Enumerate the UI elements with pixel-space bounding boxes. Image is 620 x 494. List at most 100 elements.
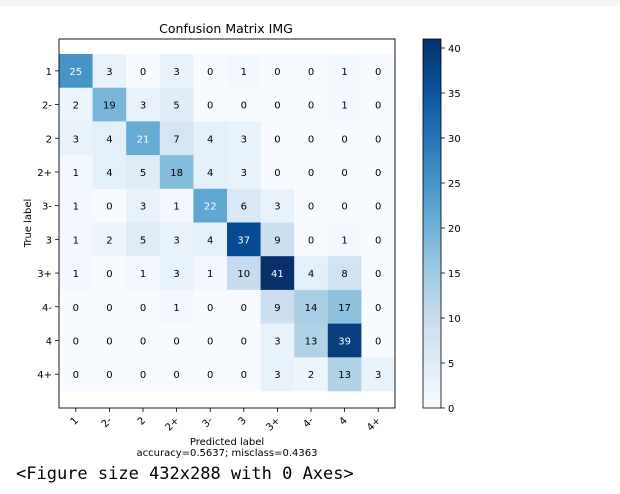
heatmap-cell: [294, 323, 329, 358]
heatmap-cell: [227, 188, 261, 223]
cell-value-label: 0: [241, 370, 247, 381]
cell-value-label: 3: [140, 101, 146, 112]
heatmap-cell: [159, 87, 194, 122]
y-tick-label: 2+: [37, 168, 52, 179]
heatmap-cell: [294, 188, 329, 223]
cell-value-label: 1: [207, 269, 213, 280]
cell-value-label: 3: [274, 336, 280, 347]
cell-value-label: 0: [173, 336, 179, 347]
heatmap-cell: [193, 357, 228, 392]
heatmap-cell: [159, 121, 194, 156]
x-tick-label: 3-: [200, 415, 215, 430]
heatmap-cell: [327, 155, 362, 190]
cell-value-label: 2: [73, 101, 79, 112]
cell-value-label: 0: [241, 101, 247, 112]
cell-value-label: 0: [106, 202, 112, 213]
heatmap-cell: [294, 87, 329, 122]
heatmap-cell: [294, 289, 329, 324]
cell-value-label: 0: [140, 336, 146, 347]
x-axis-note: accuracy=0.5637; misclass=0.4363: [137, 448, 318, 459]
cell-value-label: 3: [274, 370, 280, 381]
cell-value-label: 0: [274, 134, 280, 145]
heatmap-cell: [227, 323, 261, 358]
cell-value-label: 10: [237, 269, 250, 280]
y-axis-label: True label: [23, 199, 34, 249]
cell-value-label: 0: [375, 336, 381, 347]
cell-value-label: 41: [271, 269, 284, 280]
colorbar-tick-label: 10: [448, 314, 461, 325]
chart-title: Confusion Matrix IMG: [159, 21, 293, 36]
heatmap-cell: [327, 289, 362, 324]
cell-value-label: 17: [338, 303, 351, 314]
heatmap-cell: [59, 256, 93, 291]
heatmap-cell: [294, 222, 329, 257]
heatmap-cell: [327, 121, 362, 156]
heatmap-cell: [260, 121, 295, 156]
heatmap-cell: [159, 357, 194, 392]
cell-value-label: 0: [207, 101, 213, 112]
heatmap-cell: [327, 256, 362, 291]
heatmap-cell: [92, 357, 127, 392]
cell-value-label: 0: [274, 67, 280, 78]
x-tick-label: 2-: [100, 415, 115, 430]
cell-value-label: 0: [140, 370, 146, 381]
cell-value-label: 0: [375, 303, 381, 314]
cell-value-label: 1: [341, 101, 347, 112]
colorbar-tick-label: 0: [448, 404, 454, 415]
heatmap-cell: [159, 155, 194, 190]
cell-value-labels: 25 3 0 3 0 1 0 0 1 02 19 3 5 0 0 0 0 1 03 4 21 7 4 3 0 0 0 01 4 5 18 4 3…: [69, 67, 381, 381]
cell-value-label: 25: [69, 67, 82, 78]
heatmap-cell: [361, 121, 396, 156]
heatmap-cell: [92, 289, 127, 324]
cell-value-label: 1: [73, 235, 79, 246]
cell-value-label: 1: [341, 235, 347, 246]
cell-value-label: 0: [341, 202, 347, 213]
x-axis-label: Predicted label: [190, 437, 264, 448]
heatmap-cell: [193, 222, 228, 257]
heatmap-cells: [59, 54, 396, 392]
x-axis-ticks: 1 2- 2 2+ 3- 3 3+ 4- 4 4+: [69, 408, 383, 434]
x-tick-label: 2+: [164, 415, 182, 433]
cell-value-label: 14: [305, 303, 318, 314]
heatmap-cell: [260, 357, 295, 392]
cell-value-label: 4: [106, 134, 112, 145]
heatmap-cell: [327, 188, 362, 223]
heatmap-cell: [327, 357, 362, 392]
y-axis-ticks: 1 2- 2 2+ 3- 3 3+ 4- 4 4+: [37, 67, 59, 381]
cell-value-label: 0: [207, 67, 213, 78]
cell-value-label: 0: [106, 269, 112, 280]
heatmap-cell: [193, 155, 228, 190]
heatmap-cell: [193, 87, 228, 122]
cell-value-label: 3: [173, 269, 179, 280]
heatmap-cell: [92, 222, 127, 257]
cell-value-label: 0: [106, 336, 112, 347]
heatmap-cell: [126, 155, 161, 190]
heatmap-cell: [126, 54, 161, 88]
plot-frame: [58, 38, 396, 409]
heatmap-cell: [361, 87, 396, 122]
x-tick-label: 4-: [301, 415, 316, 430]
cell-value-label: 0: [274, 101, 280, 112]
heatmap-cell: [59, 357, 93, 392]
heatmap-cell: [59, 54, 93, 88]
heatmap-cell: [126, 289, 161, 324]
cell-value-label: 39: [338, 336, 351, 347]
cell-value-label: 1: [140, 269, 146, 280]
y-tick-label: 3-: [42, 202, 52, 213]
cell-value-label: 3: [241, 168, 247, 179]
cell-value-label: 1: [73, 202, 79, 213]
colorbar-tick-label: 40: [448, 44, 461, 55]
cell-value-label: 0: [207, 370, 213, 381]
y-tick-label: 4: [46, 336, 52, 347]
cell-value-label: 0: [140, 67, 146, 78]
heatmap-cell: [159, 256, 194, 291]
heatmap-cell: [126, 87, 161, 122]
heatmap-cell: [59, 222, 93, 257]
heatmap-cell: [159, 222, 194, 257]
heatmap-cell: [294, 357, 329, 392]
colorbar-tick-label: 35: [448, 89, 461, 100]
cell-value-label: 4: [106, 168, 112, 179]
heatmap-cell: [294, 256, 329, 291]
cell-value-label: 13: [305, 336, 318, 347]
